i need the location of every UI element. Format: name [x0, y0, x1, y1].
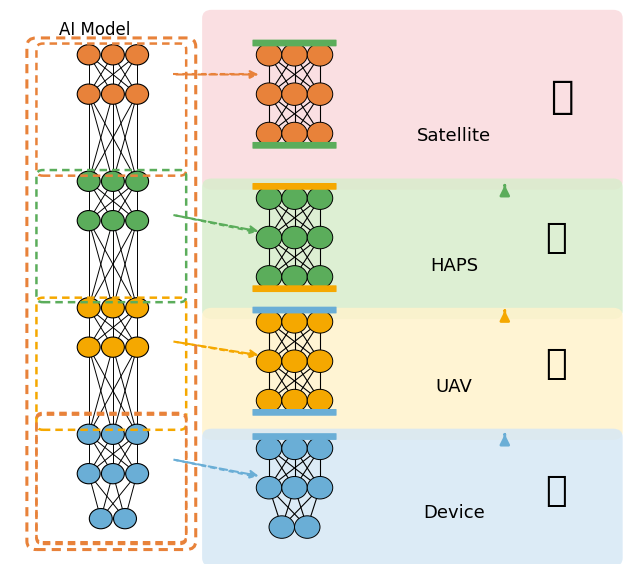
- Circle shape: [101, 171, 124, 192]
- Circle shape: [307, 266, 333, 288]
- Circle shape: [256, 350, 282, 372]
- Circle shape: [77, 211, 100, 231]
- Circle shape: [77, 45, 100, 65]
- Circle shape: [125, 211, 148, 231]
- Circle shape: [77, 337, 100, 357]
- FancyBboxPatch shape: [202, 429, 623, 565]
- Circle shape: [113, 508, 136, 529]
- Circle shape: [256, 437, 282, 459]
- Text: AI Model: AI Model: [59, 21, 130, 39]
- Circle shape: [125, 298, 148, 318]
- FancyBboxPatch shape: [202, 10, 623, 190]
- FancyBboxPatch shape: [252, 40, 337, 46]
- Circle shape: [256, 266, 282, 288]
- Circle shape: [125, 45, 148, 65]
- Text: Device: Device: [423, 504, 484, 522]
- Circle shape: [77, 84, 100, 105]
- FancyBboxPatch shape: [252, 433, 337, 440]
- Circle shape: [101, 463, 124, 484]
- Circle shape: [307, 437, 333, 459]
- Circle shape: [256, 122, 282, 145]
- Circle shape: [256, 44, 282, 66]
- FancyBboxPatch shape: [202, 179, 623, 319]
- Circle shape: [101, 337, 124, 357]
- Circle shape: [307, 389, 333, 412]
- Circle shape: [125, 84, 148, 105]
- Circle shape: [256, 226, 282, 249]
- Circle shape: [101, 45, 124, 65]
- Circle shape: [256, 476, 282, 499]
- Circle shape: [282, 266, 307, 288]
- Circle shape: [307, 122, 333, 145]
- Text: 🚁: 🚁: [545, 347, 566, 381]
- Circle shape: [125, 424, 148, 445]
- Text: Satellite: Satellite: [417, 127, 491, 145]
- Circle shape: [77, 424, 100, 445]
- Text: UAV: UAV: [435, 377, 472, 395]
- Circle shape: [101, 298, 124, 318]
- Circle shape: [282, 311, 307, 333]
- Circle shape: [101, 424, 124, 445]
- Circle shape: [269, 516, 294, 538]
- Circle shape: [282, 350, 307, 372]
- Text: 🛰: 🛰: [550, 78, 574, 116]
- Circle shape: [307, 44, 333, 66]
- FancyBboxPatch shape: [252, 285, 337, 292]
- Circle shape: [307, 226, 333, 249]
- Circle shape: [256, 311, 282, 333]
- Circle shape: [307, 476, 333, 499]
- Circle shape: [77, 171, 100, 192]
- Circle shape: [307, 83, 333, 106]
- FancyBboxPatch shape: [252, 307, 337, 314]
- FancyBboxPatch shape: [202, 308, 623, 440]
- Circle shape: [101, 84, 124, 105]
- Circle shape: [282, 83, 307, 106]
- Text: 🛸: 🛸: [545, 220, 566, 254]
- FancyBboxPatch shape: [252, 183, 337, 190]
- Circle shape: [282, 389, 307, 412]
- Circle shape: [125, 463, 148, 484]
- Circle shape: [125, 337, 148, 357]
- Circle shape: [307, 311, 333, 333]
- Circle shape: [256, 389, 282, 412]
- Circle shape: [282, 122, 307, 145]
- FancyBboxPatch shape: [252, 142, 337, 149]
- Circle shape: [294, 516, 320, 538]
- Circle shape: [125, 171, 148, 192]
- Circle shape: [282, 437, 307, 459]
- FancyBboxPatch shape: [252, 409, 337, 416]
- Circle shape: [256, 83, 282, 106]
- Circle shape: [307, 187, 333, 210]
- Circle shape: [256, 187, 282, 210]
- Circle shape: [282, 226, 307, 249]
- Circle shape: [282, 187, 307, 210]
- Circle shape: [307, 350, 333, 372]
- Circle shape: [90, 508, 112, 529]
- Circle shape: [282, 44, 307, 66]
- Text: HAPS: HAPS: [429, 257, 478, 275]
- Circle shape: [77, 298, 100, 318]
- Text: 📱: 📱: [545, 473, 566, 507]
- Circle shape: [282, 476, 307, 499]
- Circle shape: [77, 463, 100, 484]
- Circle shape: [101, 211, 124, 231]
